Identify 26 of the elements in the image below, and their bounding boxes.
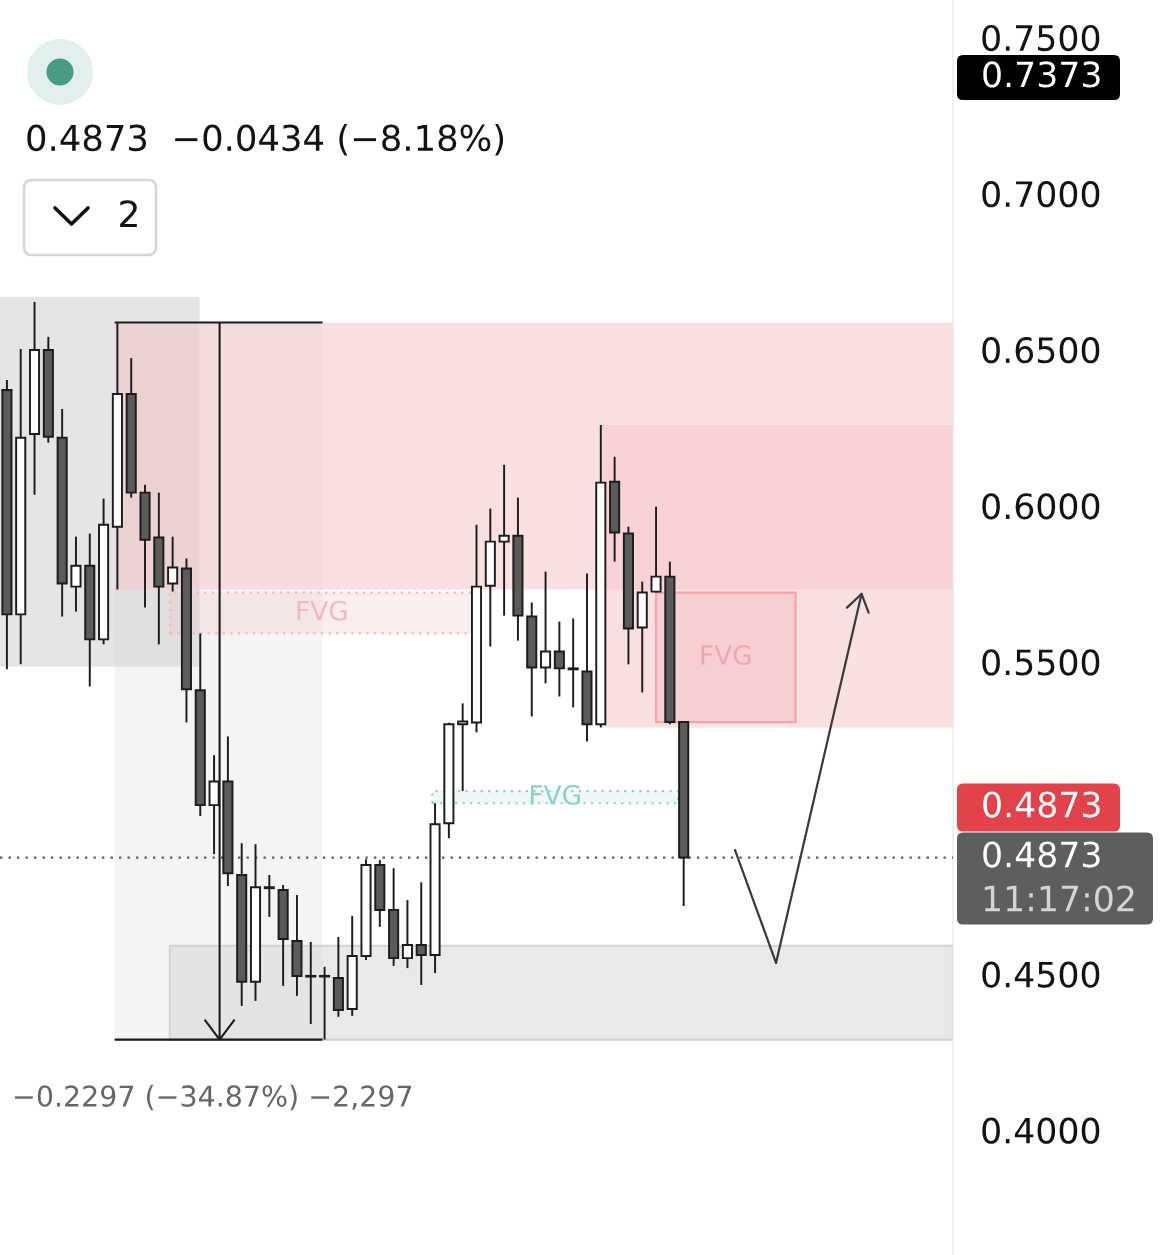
- candlestick: [498, 463, 510, 617]
- y-tick-label: 0.7000: [982, 180, 1100, 208]
- candlestick: [70, 535, 82, 613]
- y-tick-label: 0.4500: [982, 961, 1100, 988]
- candlestick: [567, 617, 579, 709]
- candlestick: [401, 899, 413, 970]
- ref-line-label: 0.4873 11:17:02: [983, 841, 1134, 912]
- y-tick-label: 0.7500: [982, 24, 1100, 52]
- candlestick: [553, 620, 565, 698]
- band-label: FVG: [530, 784, 580, 805]
- candlestick: [208, 754, 220, 856]
- y-tick-label: 0.6500: [982, 337, 1100, 364]
- candlestick: [263, 874, 275, 918]
- candlestick: [167, 535, 179, 593]
- text: 0.4873: [983, 791, 1100, 818]
- text: 0.7373: [983, 61, 1100, 88]
- candlestick: [650, 505, 662, 594]
- candlestick: [457, 702, 469, 793]
- annotation: 2: [120, 200, 137, 227]
- y-tick-label: 0.4000: [982, 1117, 1100, 1144]
- candlestick: [540, 570, 552, 685]
- y-tick-label: 0.6000: [982, 493, 1100, 520]
- text: 0.4873 −0.0434 (−8.18%): [27, 123, 504, 156]
- band-label: −0.2297 (−34.87%) −2,297: [15, 1084, 412, 1111]
- y-tick-label: 0.5500: [982, 649, 1100, 676]
- candlestick: [415, 881, 427, 986]
